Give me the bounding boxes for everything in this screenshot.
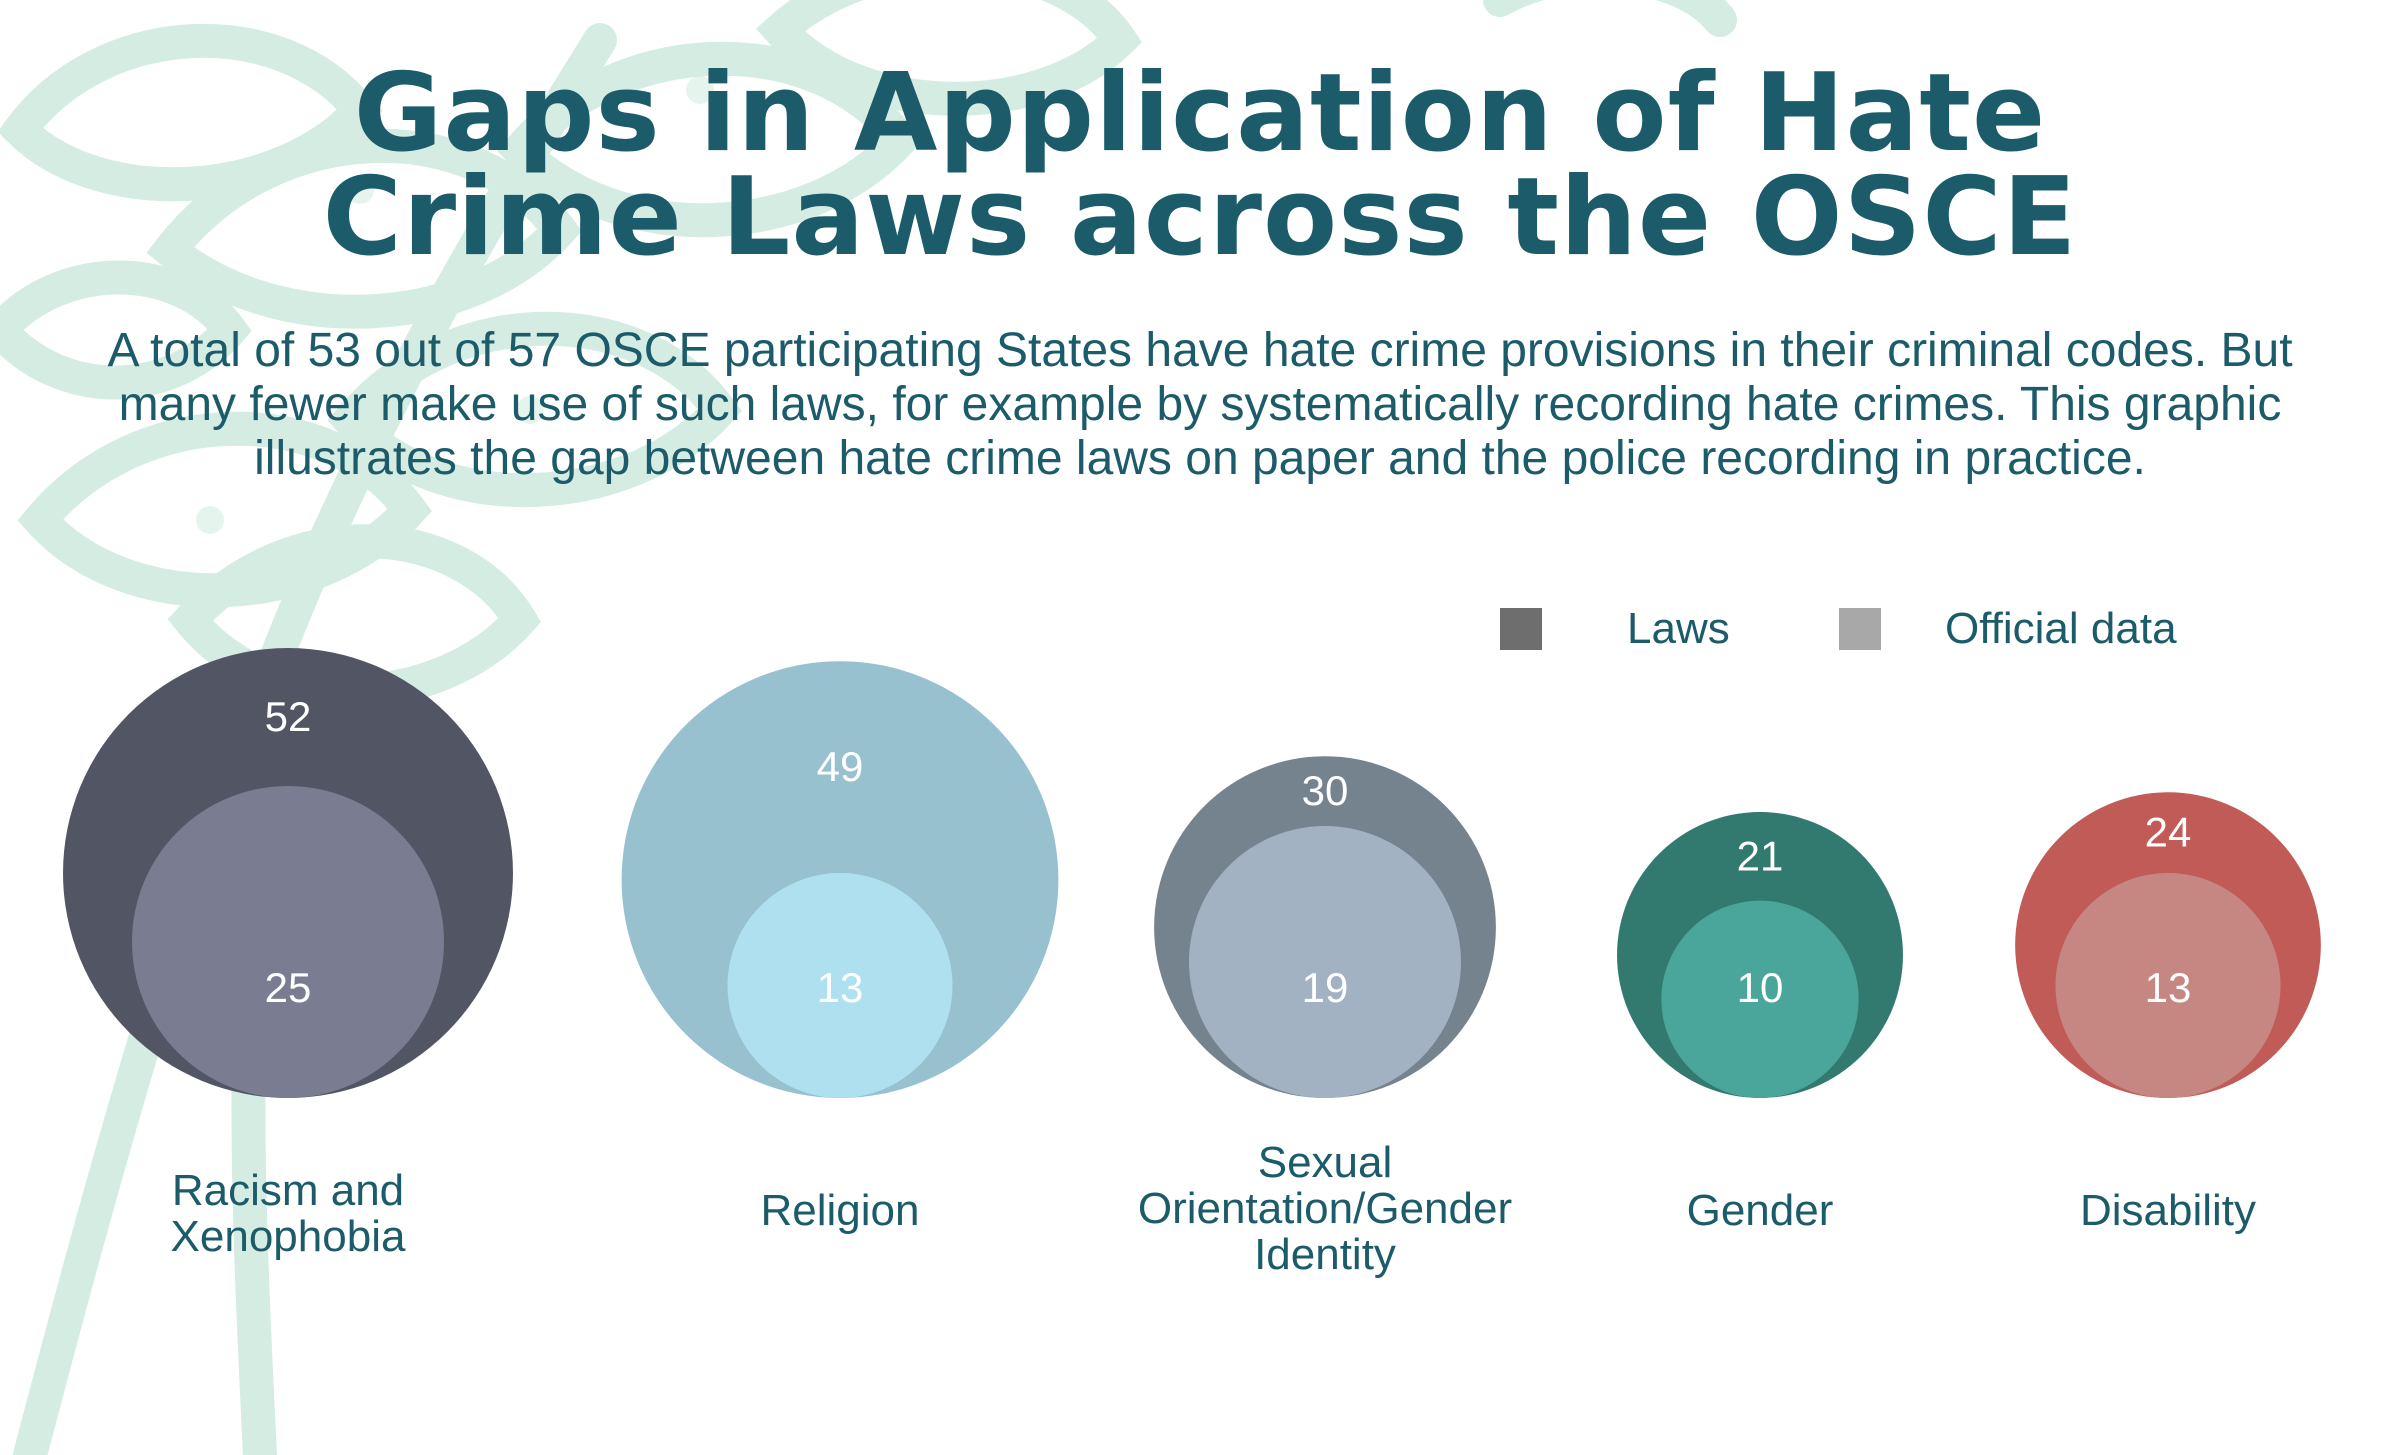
legend-swatch-laws: [1500, 608, 1542, 650]
bubble-official-data: [2055, 873, 2281, 1098]
legend-label-official: Official data: [1945, 604, 2177, 653]
legend-label-laws: Laws: [1627, 604, 1730, 653]
page-title: Gaps in Application of Hate Crime Laws a…: [0, 51, 2400, 280]
category-label: Disability: [2079, 1186, 2257, 1235]
bubble-official-data: [1189, 826, 1461, 1098]
value-label-laws: 52: [265, 693, 312, 740]
category-label: Gender: [1686, 1186, 1834, 1235]
value-label-official-data: 13: [817, 964, 864, 1011]
value-label-official-data: 19: [1302, 964, 1349, 1011]
category-label: Religion: [760, 1186, 920, 1235]
legend-swatch-official: [1839, 608, 1881, 650]
subtitle: A total of 53 out of 57 OSCE participati…: [107, 324, 2293, 485]
value-label-official-data: 10: [1737, 964, 1784, 1011]
category-label: Racism and Xenophobia: [170, 1166, 406, 1261]
value-label-laws: 49: [817, 743, 864, 790]
value-label-laws: 30: [1302, 767, 1349, 814]
value-label-laws: 24: [2145, 809, 2192, 856]
category-label: Sexual Orientation/Gender Identity: [1137, 1138, 1513, 1279]
bubble-official-data: [132, 786, 444, 1098]
value-label-official-data: 13: [2145, 964, 2192, 1011]
value-label-official-data: 25: [265, 964, 312, 1011]
bubble-official-data: [1661, 900, 1859, 1098]
title-line-1: Gaps in Application of Hate: [353, 51, 2047, 176]
title-line-2: Crime Laws across the OSCE: [322, 155, 2078, 280]
value-label-laws: 21: [1737, 832, 1784, 879]
bubble-official-data: [727, 873, 953, 1098]
